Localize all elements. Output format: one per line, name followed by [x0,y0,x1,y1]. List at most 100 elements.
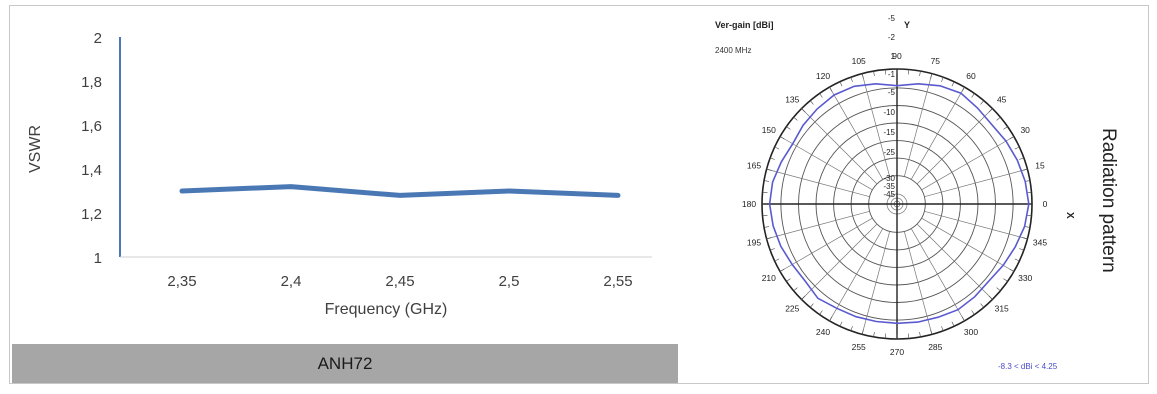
x-tick-label: 2,5 [499,273,520,290]
polar-tick [801,295,806,300]
polar-angle-label: 0 [1043,199,1048,209]
polar-tick [764,180,770,182]
polar-tick [774,258,780,262]
y-tick-label: 2 [94,30,102,47]
polar-spoke [916,223,993,300]
y-tick-label: 1,8 [81,74,102,91]
polar-tick [908,69,910,75]
vswr-series-line [179,184,621,198]
polar-tick [819,93,823,98]
polar-tick [988,295,993,300]
y-tick-label: 1,2 [81,206,102,223]
polar-spoke [861,231,891,335]
polar-tick [762,191,768,193]
polar-tick [861,73,864,79]
polar-tick [819,310,823,315]
polar-tick [941,76,944,82]
antenna-model-caption: ANH72 [12,344,678,383]
radiation-panel: 0 15 30 45 60 75 90 105 120 135 150 165 180 195 210 225… [700,8,1100,386]
polar-tick [1009,136,1015,140]
polar-angle-label: 240 [816,327,830,337]
polar-spoke [921,136,1015,191]
polar-tick [779,136,785,140]
polar-angle-label: 135 [785,94,799,104]
polar-tick [951,81,955,87]
polar-tick [779,268,785,272]
figure-frame [9,5,1149,384]
polar-tick [930,73,933,79]
polar-tick [919,331,921,337]
polar-angle-label: 90 [892,51,902,61]
polar-radial-label: -2 [888,33,896,42]
polar-spoke [779,136,873,191]
polar-tick [839,81,843,87]
polar-tick [908,333,910,339]
polar-radial-label: -5 [888,14,896,23]
polar-tick [941,326,944,332]
polar-frequency: 2400 MHz [715,46,751,55]
polar-spoke [924,168,1028,198]
polar-tick [850,326,853,332]
polar-tick [1022,237,1028,240]
polar-tick [861,329,864,335]
polar-tick [919,71,921,77]
polar-y-axis-label: Y [904,20,910,30]
polar-tick [930,329,933,335]
polar-tick [1022,168,1028,171]
polar-angle-label: 105 [852,56,866,66]
polar-angle-label: 165 [747,161,761,171]
polar-spoke [801,223,878,300]
polar-tick [793,116,798,121]
polar-angle-label: 330 [1018,273,1032,283]
gain-range-note: -8.3 < dBi < 4.25 [998,362,1058,371]
polar-tick [996,116,1001,121]
polar-spoke [861,73,891,177]
polar-angle-label: 225 [785,304,799,314]
polar-tick [769,157,775,160]
polar-tick [988,108,993,113]
polar-angle-label: 15 [1035,161,1045,171]
x-tick-label: 2,35 [167,273,196,290]
polar-tick [951,321,955,327]
polar-angle-label: 195 [747,237,761,247]
polar-tick [980,303,985,308]
polar-tick [971,310,975,315]
polar-angle-label: 120 [816,71,830,81]
polar-tick [774,146,780,150]
polar-angle-label: 75 [931,56,941,66]
polar-tick [1003,278,1008,282]
polar-radial-label: -35 [883,182,895,191]
x-axis-label: Frequency (GHz) [325,301,448,318]
radiation-pattern-trace [768,82,1030,325]
polar-tick [766,237,772,240]
polar-angle-label: 315 [995,304,1009,314]
polar-tick [1019,248,1025,251]
polar-tick [764,226,770,228]
polar-tick [873,331,875,337]
polar-radial-label: -25 [883,148,895,157]
polar-tick [801,108,806,113]
polar-spoke [924,210,1028,240]
polar-title: Ver-gain [dBi] [715,20,774,30]
polar-angle-label: 285 [928,342,942,352]
polar-spoke [910,86,965,180]
polar-angle-label: 270 [890,347,904,357]
polar-radial-label: -15 [883,128,895,137]
polar-radial-label: -1 [888,70,896,79]
polar-angle-label: 180 [742,199,756,209]
polar-tick [809,303,814,308]
polar-radial-label: -45 [883,190,895,199]
polar-tick [884,333,886,339]
polar-tick [1009,268,1015,272]
polar-tick [1014,258,1020,262]
polar-tick [961,86,965,92]
polar-spoke [903,231,933,335]
polar-tick [961,316,965,322]
x-tick-label: 2,55 [603,273,632,290]
x-tick-label: 2,45 [385,273,414,290]
polar-tick [1019,157,1025,160]
polar-angle-label: 300 [964,327,978,337]
polar-angle-label: 45 [997,94,1007,104]
polar-angle-label: 30 [1020,125,1030,135]
radiation-pattern-label: Radiation pattern [1098,127,1119,273]
